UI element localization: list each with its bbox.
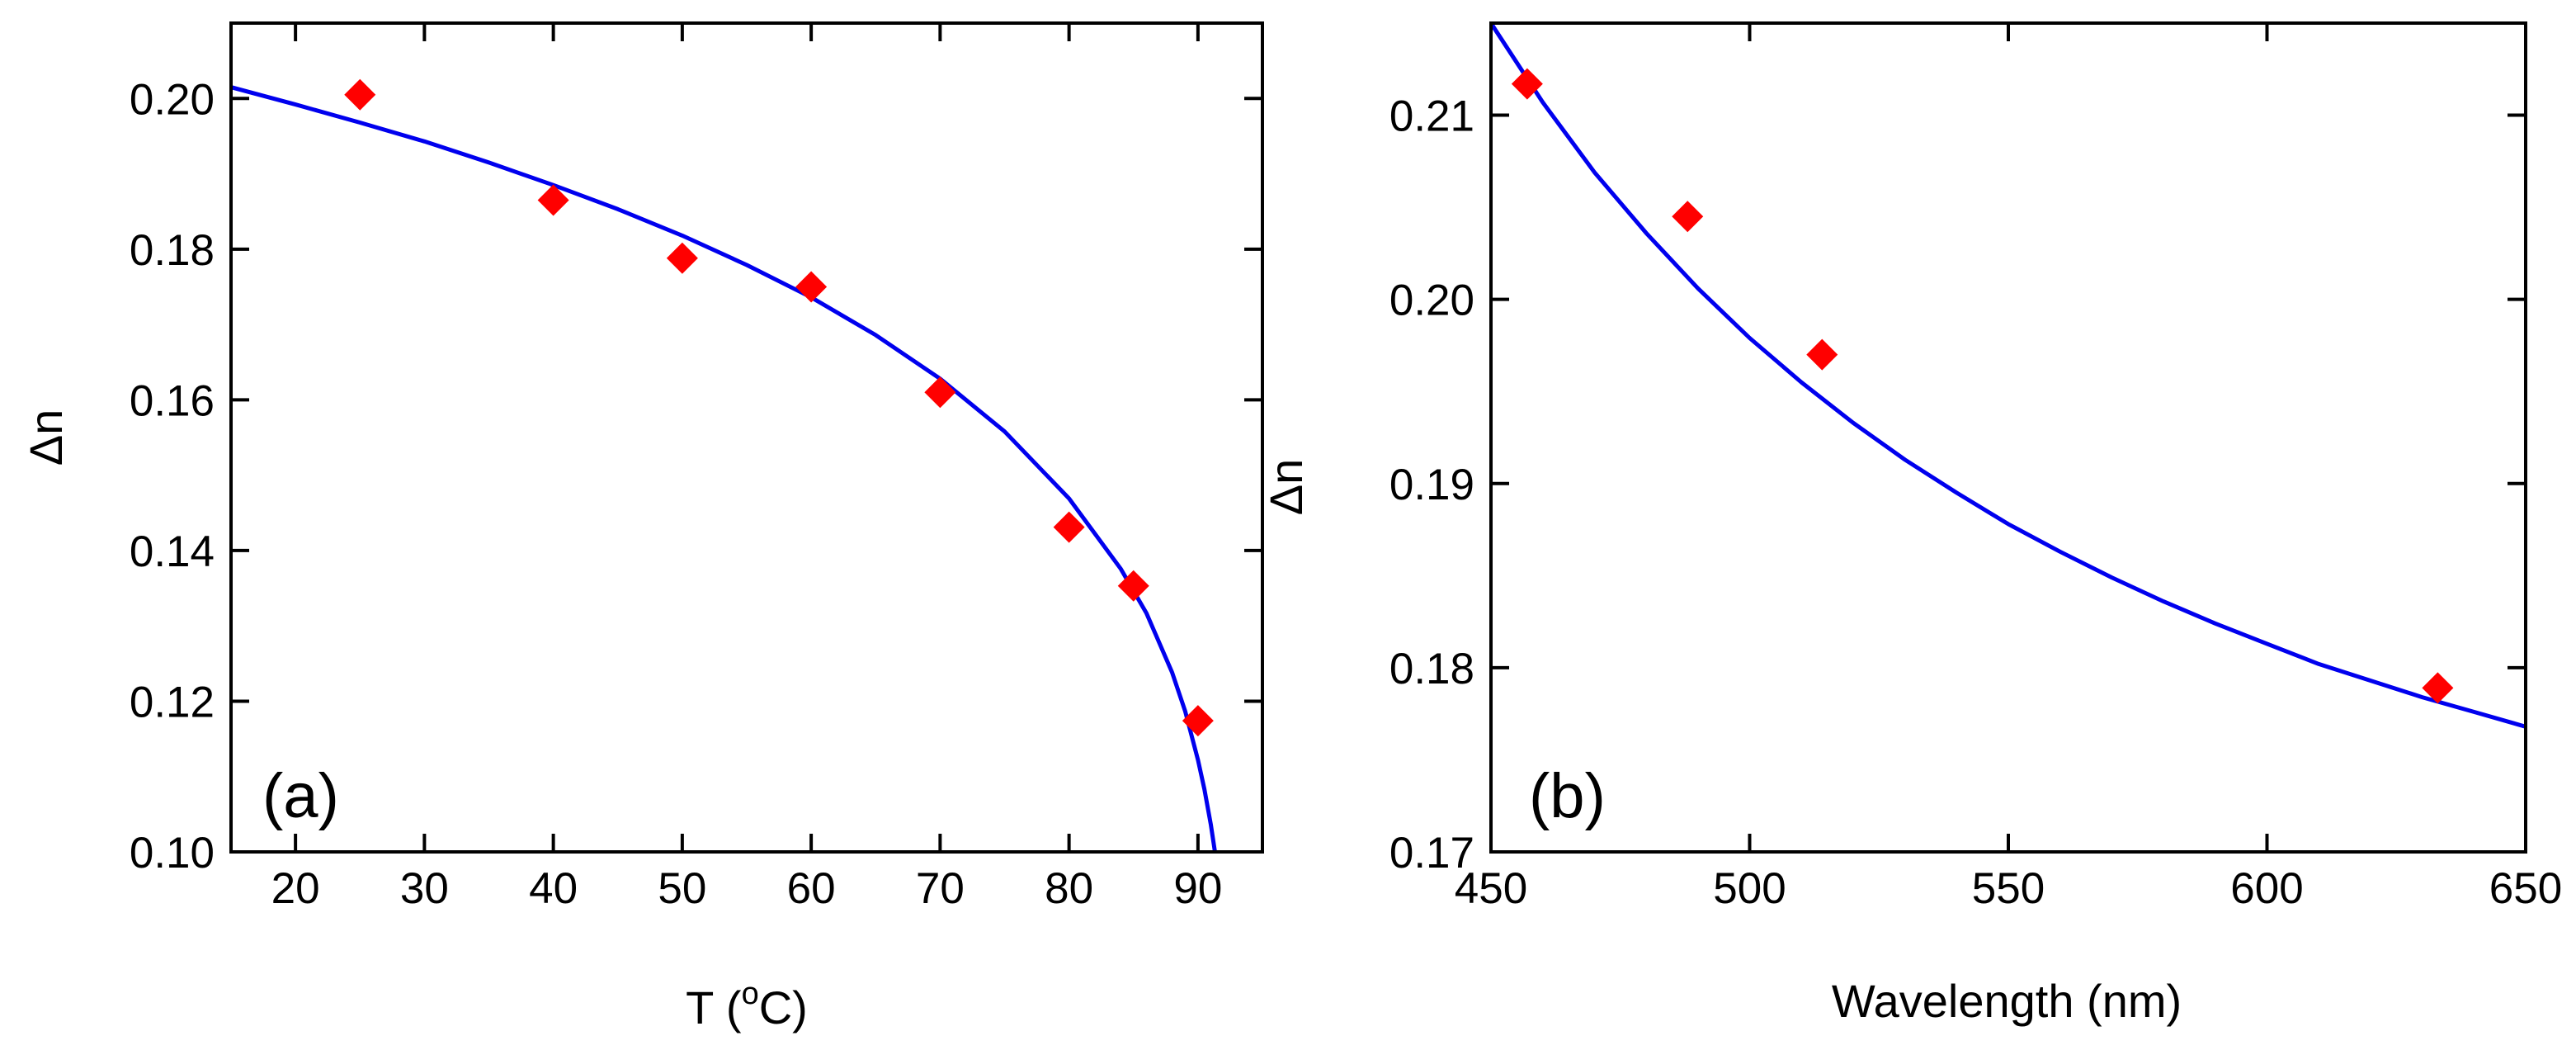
data-point-marker [1806,338,1838,371]
x-tick-label: 450 [1455,864,1527,913]
data-point-marker [1511,68,1543,100]
y-tick-label: 0.17 [1389,829,1474,877]
x-tick-label: 650 [2489,864,2562,913]
data-point-marker [537,184,569,216]
data-point-marker [344,78,376,111]
panel-a-x-axis-label-unit: C) [759,981,808,1033]
x-tick-label: 70 [916,864,965,913]
panel-a-axes-frame [229,21,1264,854]
panel-b-label: (b) [1529,761,1606,831]
x-tick-label: 500 [1713,864,1786,913]
x-tick-label: 90 [1173,864,1222,913]
x-tick-label: 50 [658,864,706,913]
x-tick-label: 600 [2230,864,2303,913]
x-tick-label: 550 [1972,864,2045,913]
panel-a-y-axis-label: Δn [20,409,72,466]
data-point-marker [1672,201,1704,233]
x-tick-label: 60 [787,864,836,913]
data-point-marker [1117,570,1149,602]
x-tick-label: 20 [271,864,320,913]
panel-b-tick-layer: 450 500 550 600 650 0.17 0.18 0.19 0.20 0.21 [1389,23,2562,913]
y-tick-label: 0.18 [1389,645,1474,693]
fit-curve [231,85,1217,852]
data-point-marker [924,376,956,409]
panel-a-marker-layer [344,78,1214,737]
data-point-marker [1053,511,1085,543]
x-tick-label: 40 [529,864,578,913]
panel-b-axes-frame [1489,21,2527,854]
y-tick-label: 0.18 [130,226,215,275]
panel-a-tick-layer: 20 30 40 50 60 70 80 90 0.10 0.12 0.14 0.16 0.18 0.20 [130,23,1262,913]
panel-a-x-axis-label: T (oC) [686,977,808,1033]
y-tick-label: 0.21 [1389,92,1474,141]
y-tick-label: 0.19 [1389,461,1474,509]
data-point-marker [2422,672,2454,704]
y-tick-label: 0.20 [130,75,215,124]
panel-a-x-axis-label-degree: o [742,977,759,1011]
x-tick-label: 30 [400,864,449,913]
y-tick-label: 0.10 [130,829,215,877]
y-tick-label: 0.16 [130,376,215,425]
panel-a-curve-layer [231,85,1217,852]
panel-b-x-axis-label: Wavelength (nm) [1832,975,2182,1027]
panel-b-curve-layer [1491,23,2526,729]
y-tick-label: 0.12 [130,678,215,726]
y-tick-label: 0.20 [1389,277,1474,325]
panel-a-x-axis-label-quantity: T ( [686,981,742,1033]
x-tick-label: 80 [1045,864,1093,913]
panel-b-y-axis-label: Δn [1260,459,1312,516]
panel-b-marker-layer [1511,68,2454,704]
data-point-marker [1182,705,1214,737]
data-point-marker [795,271,828,303]
data-point-marker [666,242,698,274]
panel-a-chart: 20 30 40 50 60 70 80 90 0.10 0.12 0.14 0.16 0.18 0.20… [20,21,1264,1033]
panel-a-label: (a) [262,761,339,831]
fit-curve [1491,23,2526,729]
y-tick-label: 0.14 [130,527,215,576]
